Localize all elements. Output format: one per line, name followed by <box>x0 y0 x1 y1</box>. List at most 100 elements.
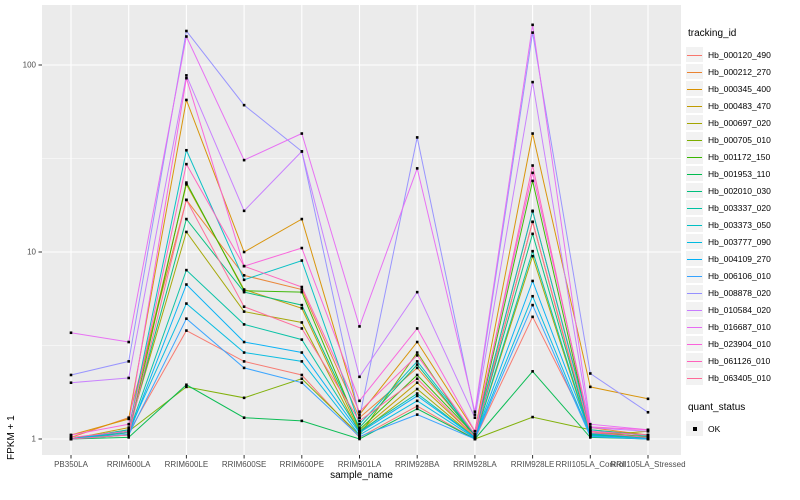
data-point <box>415 354 419 357</box>
legend-item-list: Hb_000120_490 Hb_000212_270 Hb_000345_400 H… <box>686 46 798 386</box>
data-point <box>127 422 130 426</box>
data-point <box>242 310 246 313</box>
data-point <box>531 249 534 253</box>
data-point <box>69 433 73 437</box>
data-point <box>415 394 419 398</box>
data-point <box>531 220 534 224</box>
x-tick-label: RRIM600SE <box>222 460 266 469</box>
legend-line-key-icon <box>686 336 703 351</box>
data-point <box>185 29 188 33</box>
legend-item: Hb_008878_020 <box>686 284 798 301</box>
legend-label: Hb_000212_270 <box>708 66 771 77</box>
legend-line-key-icon <box>686 302 703 317</box>
x-axis-title: sample_name <box>330 470 393 481</box>
data-point <box>646 437 650 441</box>
legend-label: Hb_001172_150 <box>708 151 771 162</box>
legend-line-key-icon <box>686 183 703 198</box>
data-point <box>358 422 361 426</box>
legend-item-ok: OK <box>686 420 798 437</box>
x-tick-label: RRII105LA_Stressed <box>610 460 685 469</box>
data-point <box>300 373 304 377</box>
data-point <box>185 35 188 38</box>
legend-label: Hb_000345_400 <box>708 83 771 94</box>
data-point <box>242 360 246 363</box>
legend-label: Hb_004109_270 <box>708 253 771 264</box>
data-point <box>185 230 188 234</box>
data-point <box>242 103 246 107</box>
legend-line-key-icon <box>686 285 703 300</box>
legend-label: Hb_008878_020 <box>708 287 771 298</box>
data-point <box>242 340 246 344</box>
data-point <box>589 385 592 389</box>
data-point <box>127 429 130 433</box>
legend-item: Hb_000345_400 <box>686 80 798 97</box>
data-point <box>242 209 246 213</box>
data-point <box>358 399 361 403</box>
data-point <box>300 288 304 291</box>
data-point <box>415 399 419 403</box>
data-point <box>531 315 534 319</box>
data-point <box>646 428 650 432</box>
data-point <box>300 259 304 262</box>
data-point <box>185 148 188 152</box>
data-point <box>127 436 130 439</box>
data-point <box>127 340 130 344</box>
legend-line-key-icon <box>686 47 703 62</box>
data-point <box>127 433 130 437</box>
legend-line-key-icon <box>686 319 703 334</box>
data-point <box>531 294 534 298</box>
legend-label: Hb_061126_010 <box>708 355 771 366</box>
legend-line-key-icon <box>686 132 703 147</box>
legend-label: Hb_002010_030 <box>708 185 771 196</box>
data-point <box>185 217 188 221</box>
data-point <box>358 429 361 433</box>
data-point <box>300 217 304 221</box>
data-point <box>473 437 477 441</box>
legend-item: Hb_001172_150 <box>686 148 798 165</box>
data-point <box>69 436 73 439</box>
data-point <box>415 392 419 395</box>
data-point <box>531 209 534 213</box>
legend-item: Hb_023904_010 <box>686 335 798 352</box>
legend-line-key-icon <box>686 268 703 283</box>
data-point <box>473 432 477 436</box>
data-point <box>300 132 304 135</box>
data-point <box>358 433 361 437</box>
legend-label-ok: OK <box>708 423 721 434</box>
data-point <box>127 376 130 380</box>
data-point <box>300 246 304 250</box>
data-point <box>358 325 361 328</box>
data-point <box>358 410 361 413</box>
data-point <box>300 303 304 307</box>
data-point <box>127 360 130 363</box>
data-point <box>415 167 419 170</box>
data-point <box>415 407 419 411</box>
data-point <box>589 429 592 433</box>
legend-label: Hb_000705_010 <box>708 134 771 145</box>
data-point <box>646 433 650 437</box>
data-point <box>589 422 592 426</box>
data-point <box>300 338 304 341</box>
data-point <box>242 274 246 277</box>
data-point <box>531 254 534 258</box>
x-tick-label: RRII105LA_Control <box>556 460 626 469</box>
data-point <box>531 370 534 373</box>
data-point <box>358 428 361 432</box>
data-point <box>242 366 246 370</box>
data-point <box>300 150 304 153</box>
legend-line-key-icon <box>686 166 703 181</box>
legend-item: Hb_001953_110 <box>686 165 798 182</box>
legend-item: Hb_000483_470 <box>686 97 798 114</box>
data-point <box>185 162 188 166</box>
data-point <box>242 396 246 400</box>
data-point <box>69 437 73 441</box>
data-point <box>242 323 246 326</box>
legend-line-key-icon <box>686 64 703 79</box>
data-point <box>358 435 361 438</box>
data-point <box>185 183 188 186</box>
legend-label: Hb_063405_010 <box>708 372 771 383</box>
data-point <box>415 373 419 377</box>
data-point <box>300 381 304 385</box>
data-point <box>531 31 534 34</box>
y-tick-label: 10 <box>27 248 36 257</box>
